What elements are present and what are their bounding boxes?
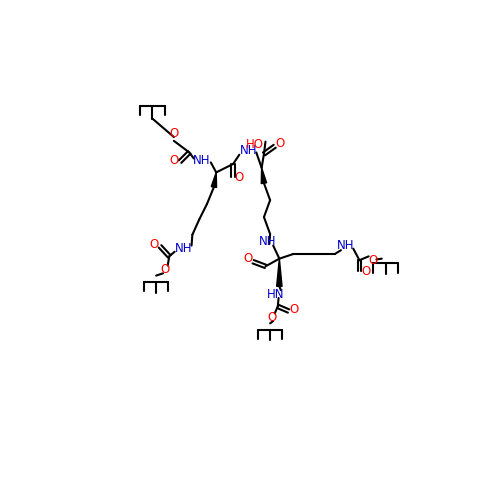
Text: NH: NH <box>259 235 276 248</box>
Text: O: O <box>149 238 158 252</box>
Polygon shape <box>276 258 282 286</box>
Text: O: O <box>276 136 284 149</box>
Text: HO: HO <box>246 138 264 151</box>
Text: O: O <box>243 252 252 265</box>
Text: O: O <box>169 154 178 168</box>
Text: NH: NH <box>240 144 258 156</box>
Text: O: O <box>267 310 276 324</box>
Text: NH: NH <box>193 154 210 166</box>
Text: O: O <box>361 265 370 278</box>
Polygon shape <box>262 168 266 184</box>
Polygon shape <box>211 172 216 188</box>
Text: NH: NH <box>337 239 354 252</box>
Text: O: O <box>161 263 170 276</box>
Text: HN: HN <box>267 288 284 300</box>
Text: O: O <box>169 128 178 140</box>
Text: O: O <box>368 254 378 266</box>
Text: O: O <box>290 303 298 316</box>
Text: NH: NH <box>175 242 192 255</box>
Text: O: O <box>234 172 244 184</box>
